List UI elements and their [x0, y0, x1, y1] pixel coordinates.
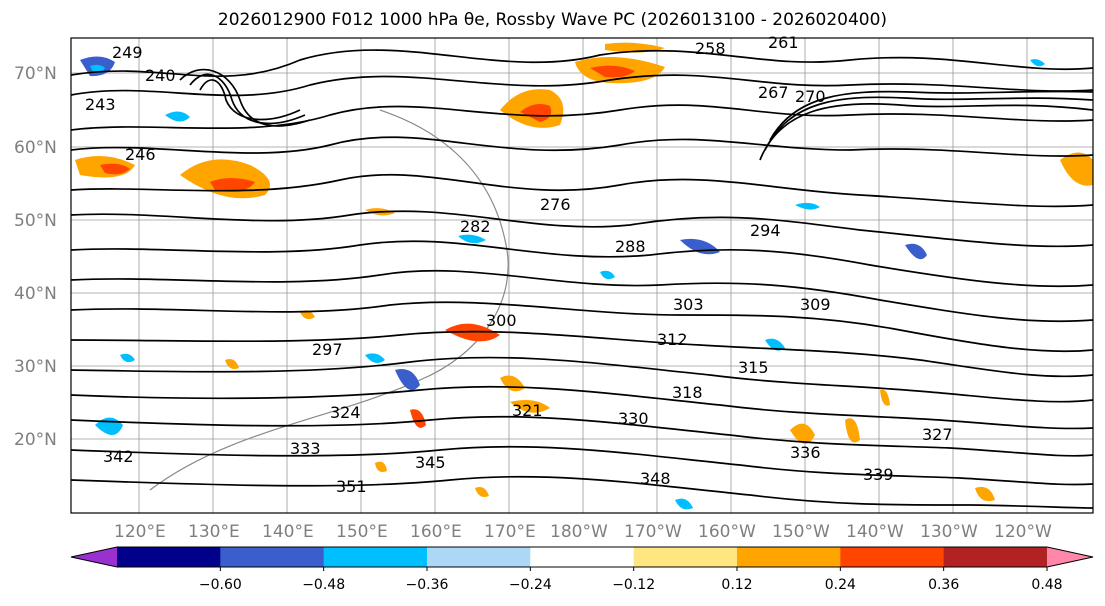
lat-label-70n: 70°N — [14, 64, 57, 84]
lon-label: 160°E — [410, 522, 462, 542]
lat-label-30n: 30°N — [14, 357, 57, 377]
lon-label: 150°W — [772, 522, 830, 542]
colorbar-segment — [943, 547, 1048, 567]
colorbar-tick-label: −0.36 — [406, 577, 449, 593]
lon-label: 140°E — [262, 522, 314, 542]
colorbar-tick-label: 0.36 — [928, 577, 959, 593]
lon-label: 120°E — [114, 522, 166, 542]
colorbar-segment — [840, 547, 945, 567]
contour-label: 246 — [125, 145, 156, 164]
lon-label: 160°W — [698, 522, 756, 542]
contour-label: 336 — [790, 443, 821, 462]
contour-label: 288 — [615, 237, 646, 256]
contour-label: 258 — [695, 39, 726, 58]
map-title: 2026012900 F012 1000 hPa θe, Rossby Wave… — [217, 10, 888, 30]
colorbar-segment — [737, 547, 841, 567]
lon-label: 170°W — [624, 522, 682, 542]
contour-label: 321 — [512, 401, 543, 420]
contour-label: 240 — [145, 66, 176, 85]
contour-label: 282 — [460, 217, 491, 236]
contour-label: 303 — [673, 295, 704, 314]
colorbar-tick-label: 0.12 — [721, 577, 752, 593]
map-area — [71, 38, 1093, 513]
colorbar-ticks: −0.60 −0.48 −0.36 −0.24 −0.12 0.12 0.24 0.36 0.4… — [199, 567, 1063, 593]
lon-label: 130°E — [188, 522, 240, 542]
contour-label: 243 — [85, 95, 116, 114]
contour-label: 261 — [768, 33, 799, 52]
longitude-labels: 120°E 130°E 140°E 150°E 160°E 170°E 180°… — [114, 522, 1052, 542]
colorbar-tick-label: −0.60 — [199, 577, 242, 593]
contour-label: 276 — [540, 195, 571, 214]
contour-label: 327 — [922, 425, 953, 444]
map-frame — [70, 37, 1094, 514]
contour-label: 297 — [312, 340, 343, 359]
lon-label: 120°W — [994, 522, 1052, 542]
contour-label: 309 — [800, 295, 831, 314]
colorbar: −0.60 −0.48 −0.36 −0.24 −0.12 0.12 0.24 0.36 0.4… — [70, 546, 1094, 593]
colorbar-tick-label: 0.24 — [825, 577, 856, 593]
contour-label: 300 — [486, 311, 517, 330]
lon-label: 140°W — [846, 522, 904, 542]
colorbar-segment — [117, 547, 221, 567]
lon-label: 150°E — [336, 522, 388, 542]
contour-label: 345 — [415, 453, 446, 472]
colorbar-segment — [323, 547, 428, 567]
colorbar-segment — [633, 547, 738, 567]
colorbar-tick-label: −0.12 — [612, 577, 655, 593]
theta-e-contours — [71, 49, 1093, 509]
lon-label: 180°W — [550, 522, 608, 542]
lon-label: 130°W — [920, 522, 978, 542]
colorbar-extend-high — [1047, 547, 1093, 567]
lat-label-50n: 50°N — [14, 211, 57, 231]
contour-label-group: 249 240 243 246 258 261 267 270 276 282 … — [85, 33, 953, 496]
colorbar-segment — [220, 547, 325, 567]
contour-label: 270 — [795, 87, 826, 106]
contour-label: 339 — [863, 465, 894, 484]
contour-label: 294 — [750, 221, 781, 240]
contour-label: 318 — [672, 383, 703, 402]
contour-label: 315 — [738, 358, 769, 377]
contour-label: 324 — [330, 403, 361, 422]
contour-label: 249 — [112, 43, 143, 62]
lat-label-40n: 40°N — [14, 284, 57, 304]
lat-label-20n: 20°N — [14, 430, 57, 450]
colorbar-extend-low — [71, 547, 117, 567]
contour-label: 330 — [618, 409, 649, 428]
map-content — [71, 38, 1093, 513]
contour-label: 267 — [758, 83, 789, 102]
contour-label: 348 — [640, 469, 671, 488]
colorbar-segment — [427, 547, 531, 567]
contour-label: 342 — [103, 447, 134, 466]
colorbar-tick-label: −0.24 — [509, 577, 552, 593]
contour-label: 333 — [290, 439, 321, 458]
colorbar-outline — [70, 546, 1094, 568]
contour-label: 312 — [657, 330, 688, 349]
lon-label: 170°E — [484, 522, 536, 542]
contour-label: 351 — [336, 477, 367, 496]
colorbar-segments — [117, 547, 1048, 567]
latitude-labels: 70°N 60°N 50°N 40°N 30°N 20°N — [14, 64, 57, 450]
colorbar-tick-label: 0.48 — [1031, 577, 1062, 593]
colorbar-segment — [530, 547, 635, 567]
lat-label-60n: 60°N — [14, 138, 57, 158]
colorbar-tick-label: −0.48 — [302, 577, 345, 593]
anomaly-patches — [75, 42, 1093, 510]
